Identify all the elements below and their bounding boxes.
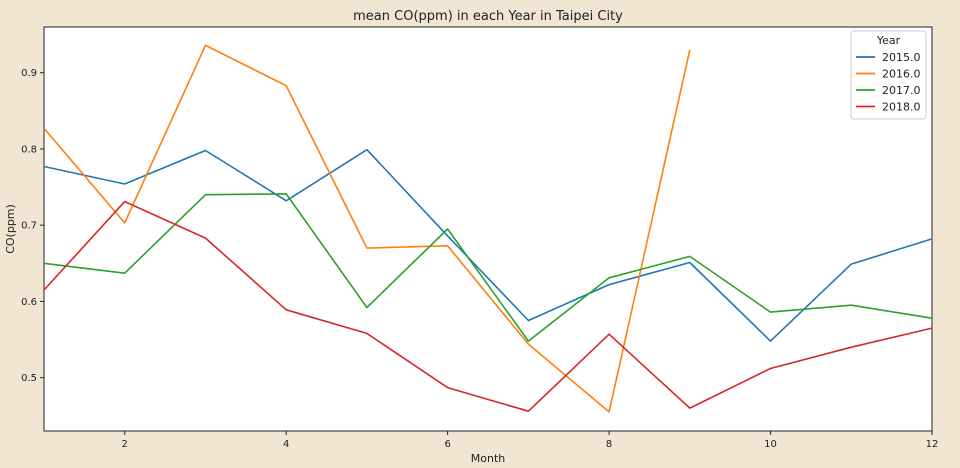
legend-title: Year <box>876 34 901 47</box>
chart-title: mean CO(ppm) in each Year in Taipei City <box>353 9 623 24</box>
y-tick-label: 0.8 <box>21 144 37 155</box>
series-line-2016-0 <box>43 44 691 413</box>
x-tick-label: 6 <box>444 439 450 450</box>
legend-box <box>850 30 927 120</box>
legend: Year 2015.0 2016.0 2017.0 2018.0 <box>850 30 927 120</box>
x-tick-label: 4 <box>283 439 289 450</box>
legend-items: 2015.0 2016.0 2017.0 2018.0 <box>856 51 921 114</box>
series-line-2015-0 <box>43 148 933 342</box>
series-line-2017-0 <box>43 193 933 342</box>
legend-label: 2016.0 <box>882 68 921 81</box>
y-tick-label: 0.7 <box>21 221 37 232</box>
legend-label: 2018.0 <box>882 101 921 114</box>
plot-area <box>43 26 933 432</box>
legend-label: 2015.0 <box>882 51 921 64</box>
y-axis-title: CO(ppm) <box>4 204 17 254</box>
x-tick-label: 2 <box>122 439 128 450</box>
x-tick-label: 10 <box>764 439 777 450</box>
series-line-2018-0 <box>43 200 933 413</box>
legend-label: 2017.0 <box>882 84 921 97</box>
x-tick-label: 8 <box>606 439 612 450</box>
y-tick-label: 0.5 <box>21 373 37 384</box>
x-tick-label: 12 <box>926 439 939 450</box>
y-tick-label: 0.6 <box>21 297 37 308</box>
y-tick-label: 0.9 <box>21 68 37 79</box>
series-lines <box>43 44 933 413</box>
axis-ticks: 2 4 6 8 10 12 0.5 0.6 0.7 0.8 0.9 <box>21 68 938 450</box>
x-axis-title: Month <box>471 452 506 465</box>
